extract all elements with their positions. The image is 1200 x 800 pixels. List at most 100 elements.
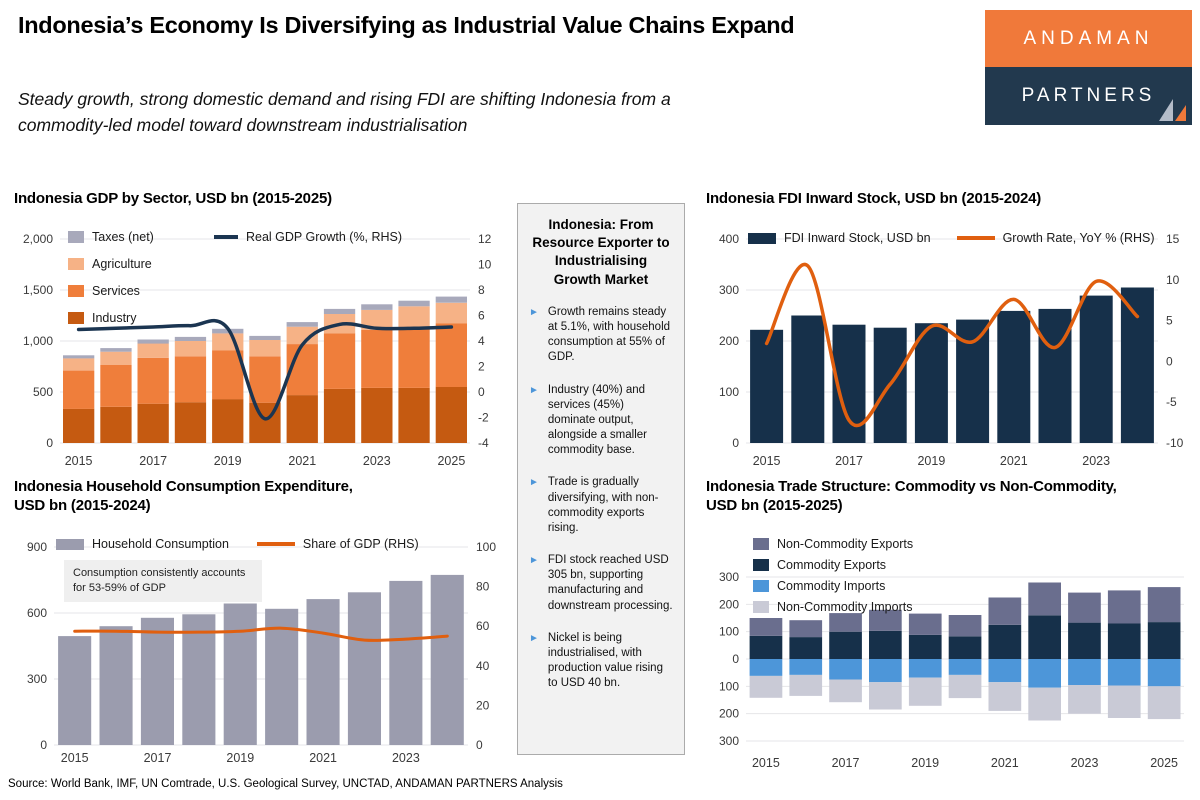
svg-text:300: 300 [719,570,739,584]
legend-box-swatch [753,601,769,613]
svg-text:2021: 2021 [288,454,316,468]
svg-text:2023: 2023 [1071,756,1099,770]
svg-text:15: 15 [1166,232,1180,246]
legend-box-swatch [753,580,769,592]
legend-item: FDI Inward Stock, USD bn [748,231,931,245]
legend-label: Non-Commodity Exports [777,537,914,551]
x-axis-labels: 2015 2017 2019 2021 2023 [753,454,1110,468]
legend-line-swatch [256,542,295,546]
insight-bullet: ► FDI stock reached USD 305 bn, supportin… [529,553,673,614]
legend-label: Commodity Exports [777,558,887,572]
page-subtitle: Steady growth, strong domestic demand an… [18,89,671,136]
series-commodity-exports [749,615,1181,659]
logo-partners-text: PARTNERS [1021,85,1156,106]
svg-text:2015: 2015 [753,454,781,468]
svg-text:2019: 2019 [226,751,254,765]
logo-partners-block: PARTNERS [985,67,1192,125]
bullet-arrow-icon: ► [529,632,539,644]
gdp-chart-canvas: 0 500 1,000 1,500 2,000 -4 -2 0 2 4 6 8 10 12 2015 2017… [23,232,492,468]
legend-item: Agriculture [68,257,154,271]
svg-text:100: 100 [476,540,496,554]
chart-legend: Non-Commodity Exports Commodity Exports Co… [753,537,913,614]
bullet-text: Nickel is being industrialised, with pro… [547,631,663,690]
chart-body: 0 500 1,000 1,500 2,000 -4 -2 0 2 4 6 8 10 12 2015 2017… [14,222,506,472]
trend-line [73,626,449,642]
legend-box-swatch [753,538,769,550]
legend-label: Real GDP Growth (%, RHS) [246,230,403,244]
svg-text:2019: 2019 [214,454,242,468]
y-axis-right-labels: -10 -5 0 5 10 15 [1166,232,1184,450]
series-commodity-imports [749,659,1181,688]
svg-text:0: 0 [732,652,739,666]
bullet-text: Industry (40%) and services (45%) domina… [547,383,647,457]
svg-text:200: 200 [719,334,739,348]
svg-text:0: 0 [46,436,53,450]
bullet-arrow-icon: ► [529,306,539,318]
svg-text:80: 80 [476,580,490,594]
chart-legend: Household Consumption Share of GDP (RHS) [56,537,419,551]
legend-label: Household Consumption [92,537,229,551]
svg-text:2019: 2019 [917,454,945,468]
legend-item: Taxes (net) [68,230,154,244]
legend-box-swatch [68,312,84,324]
chart-annotation: Consumption consistently accounts for 53… [64,560,262,602]
svg-text:40: 40 [476,659,490,673]
logo-andaman-text: ANDAMAN [985,10,1192,67]
svg-text:0: 0 [1166,354,1173,368]
svg-text:2,000: 2,000 [23,232,53,246]
svg-text:2023: 2023 [392,751,420,765]
svg-text:-4: -4 [478,436,489,450]
household-consumption-chart: Indonesia Household Consumption Expendit… [14,478,506,770]
svg-text:6: 6 [478,309,485,323]
svg-text:2023: 2023 [1082,454,1110,468]
svg-text:-2: -2 [478,411,489,425]
x-axis-labels: 2015 2017 2019 2021 2023 [61,751,420,765]
chart-legend: Real GDP Growth (%, RHS) [214,230,402,244]
legend-item: Non-Commodity Exports [753,537,913,551]
insight-bullets: ► Growth remains steady at 5.1%, with hou… [529,305,673,692]
bullet-text: Growth remains steady at 5.1%, with hous… [547,305,671,364]
svg-text:2017: 2017 [832,756,860,770]
svg-text:400: 400 [719,232,739,246]
bullet-arrow-icon: ► [529,477,539,489]
gdp-by-sector-chart: Indonesia GDP by Sector, USD bn (2015-20… [14,190,506,478]
insight-bullet: ► Growth remains steady at 5.1%, with hou… [529,305,673,366]
legend-label: FDI Inward Stock, USD bn [784,231,931,245]
y-axis-left-labels: 0 100 200 300 400 [719,232,739,450]
svg-text:10: 10 [1166,273,1180,287]
bullet-arrow-icon: ► [529,384,539,396]
series-non-commodity-exports [749,582,1181,638]
legend-item: Real GDP Growth (%, RHS) [214,230,402,244]
svg-text:2015: 2015 [61,751,89,765]
svg-text:500: 500 [33,385,53,399]
series-fdi-inward-stock-usd-bn [750,287,1154,444]
fdi-chart-canvas: 0 100 200 300 400 -10 -5 0 5 10 15 2015 2017 2019 2021… [719,232,1184,468]
svg-text:200: 200 [719,707,739,721]
svg-text:2015: 2015 [65,454,93,468]
legend-label: Share of GDP (RHS) [302,537,419,551]
legend-item: Industry [68,311,154,325]
trend-line [764,262,1140,428]
bullet-arrow-icon: ► [529,555,539,567]
legend-label: Taxes (net) [92,230,154,244]
svg-text:60: 60 [476,619,490,633]
chart-title: Indonesia Household Consumption Expendit… [14,478,353,514]
legend-line-swatch [956,236,995,240]
svg-text:2021: 2021 [991,756,1019,770]
legend-box-swatch [68,285,84,297]
svg-text:0: 0 [478,385,485,399]
legend-box-swatch [753,559,769,571]
sail-icon [1159,99,1186,121]
legend-item: Household Consumption [56,537,229,551]
trend-line [76,318,454,421]
legend-label: Services [92,284,140,298]
svg-text:100: 100 [719,625,739,639]
y-axis-right-labels: -4 -2 0 2 4 6 8 10 12 [478,232,492,450]
legend-label: Industry [92,311,137,325]
svg-text:-5: -5 [1166,395,1177,409]
svg-text:2023: 2023 [363,454,391,468]
y-axis-left-labels: 0 300 600 900 [27,540,47,752]
series-industry [63,386,467,443]
